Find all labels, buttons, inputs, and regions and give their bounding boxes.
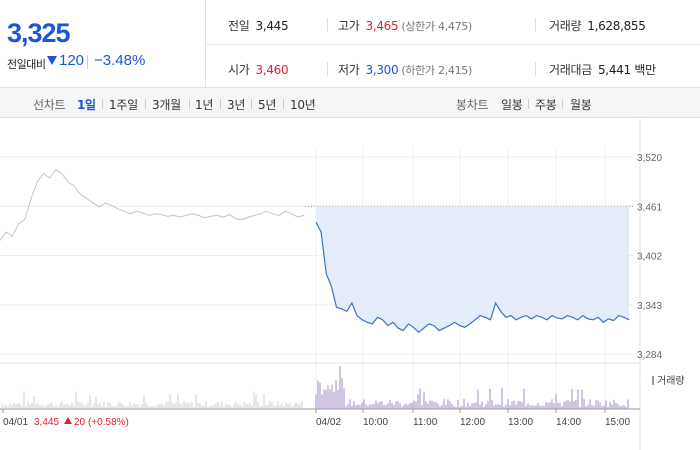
trade-amount-value: 5,441 백만 — [597, 63, 656, 77]
divider — [283, 99, 284, 109]
y-tick-label: 3,520 — [637, 153, 662, 164]
candle-chart-label: 봉차트 — [456, 98, 489, 112]
previous-close-value: 3,445 — [34, 417, 59, 428]
trade-amount: 거래대금 5,441 백만 — [549, 61, 656, 78]
price-change-area — [316, 206, 629, 333]
open-label: 시가 — [228, 63, 250, 77]
x-tick-label: 04/01 — [3, 417, 28, 428]
volume-legend-label: 거래량 — [657, 376, 685, 387]
current-price: 3,325 — [7, 18, 71, 48]
trade-amount-label: 거래대금 — [549, 63, 592, 77]
down-arrow-icon — [47, 56, 57, 65]
x-tick-label: 14:00 — [556, 417, 581, 428]
open-value: 3,460 — [255, 63, 289, 77]
y-tick-label: 3,284 — [637, 350, 662, 361]
volume-legend: 거래량 — [652, 372, 685, 387]
high-label: 고가 — [338, 19, 360, 33]
chart-period-tabs: 선차트 1일 1주일 3개월 1년 3년 5년 10년 봉차트 일봉 주봉 월봉 — [0, 88, 700, 118]
divider — [327, 62, 328, 76]
lower-limit: (하한가 2,415) — [401, 64, 472, 77]
tab-weekly-candle[interactable]: 주봉 — [535, 98, 557, 112]
low-value: 3,300 — [365, 63, 399, 77]
tab-monthly-candle[interactable]: 월봉 — [570, 98, 592, 112]
tab-3months[interactable]: 3개월 — [152, 98, 181, 112]
volume-value: 1,628,855 — [587, 19, 646, 33]
divider — [145, 99, 146, 109]
x-tick-label: 12:00 — [460, 417, 485, 428]
prev-close: 전일 3,445 — [228, 17, 289, 34]
tab-1year[interactable]: 1년 — [195, 98, 214, 112]
prev-close-value: 3,445 — [255, 19, 289, 33]
previous-change-value: 20 — [74, 417, 86, 428]
tab-daily-candle[interactable]: 일봉 — [501, 98, 523, 112]
today-price-line — [315, 221, 630, 334]
intraday-price-chart: 3,520 3,461 3,402 3,343 3,284 04/01 04/02 10:00… — [0, 119, 662, 450]
change-label: 전일대비 — [7, 58, 46, 71]
divider — [87, 55, 88, 69]
tab-5years[interactable]: 5년 — [258, 98, 277, 112]
volume-label: 거래량 — [549, 19, 582, 33]
y-tick-label: 3,343 — [637, 301, 662, 312]
price-summary: 3,325 전일대비 120 −3.48% 전일 3,445 고가 3,465 (상한… — [0, 0, 700, 88]
divider — [220, 99, 221, 109]
x-tick-label: 11:00 — [413, 417, 438, 428]
divider — [189, 99, 190, 109]
high-value: 3,465 — [365, 19, 399, 33]
current-price-box: 3,325 전일대비 120 −3.48% — [0, 0, 206, 88]
line-chart-label: 선차트 — [33, 98, 66, 112]
divider — [562, 99, 563, 109]
tab-10years[interactable]: 10년 — [290, 98, 316, 112]
low-label: 저가 — [338, 63, 360, 77]
divider — [102, 99, 103, 109]
volume-legend-swatch — [652, 376, 654, 385]
divider — [535, 62, 536, 76]
tab-3years[interactable]: 3년 — [227, 98, 246, 112]
divider — [327, 18, 328, 32]
upper-limit: (상한가 4,475) — [401, 20, 472, 33]
low-price: 저가 3,300 (하한가 2,415) — [338, 61, 472, 78]
x-tick-label: 15:00 — [605, 417, 630, 428]
divider — [528, 99, 529, 109]
previous-day-price-line — [0, 168, 305, 241]
x-tick-label: 10:00 — [363, 417, 388, 428]
previous-change-percent: (+0.58%) — [88, 417, 129, 428]
change-value: 120 — [59, 52, 85, 69]
x-tick-label: 13:00 — [508, 417, 533, 428]
divider — [251, 99, 252, 109]
change-percent: −3.48% — [94, 52, 146, 69]
open-price: 시가 3,460 — [228, 61, 289, 78]
y-tick-label: 3,402 — [637, 252, 662, 263]
divider — [535, 18, 536, 32]
prev-close-label: 전일 — [228, 19, 250, 33]
x-tick-label: 04/02 — [316, 417, 341, 428]
divider — [206, 44, 700, 45]
tab-1week[interactable]: 1주일 — [109, 98, 138, 112]
tab-1day[interactable]: 1일 — [77, 98, 96, 112]
up-arrow-icon — [64, 417, 72, 424]
volume: 거래량 1,628,855 — [549, 17, 646, 34]
high-price: 고가 3,465 (상한가 4,475) — [338, 17, 472, 34]
y-tick-label: 3,461 — [637, 202, 662, 213]
